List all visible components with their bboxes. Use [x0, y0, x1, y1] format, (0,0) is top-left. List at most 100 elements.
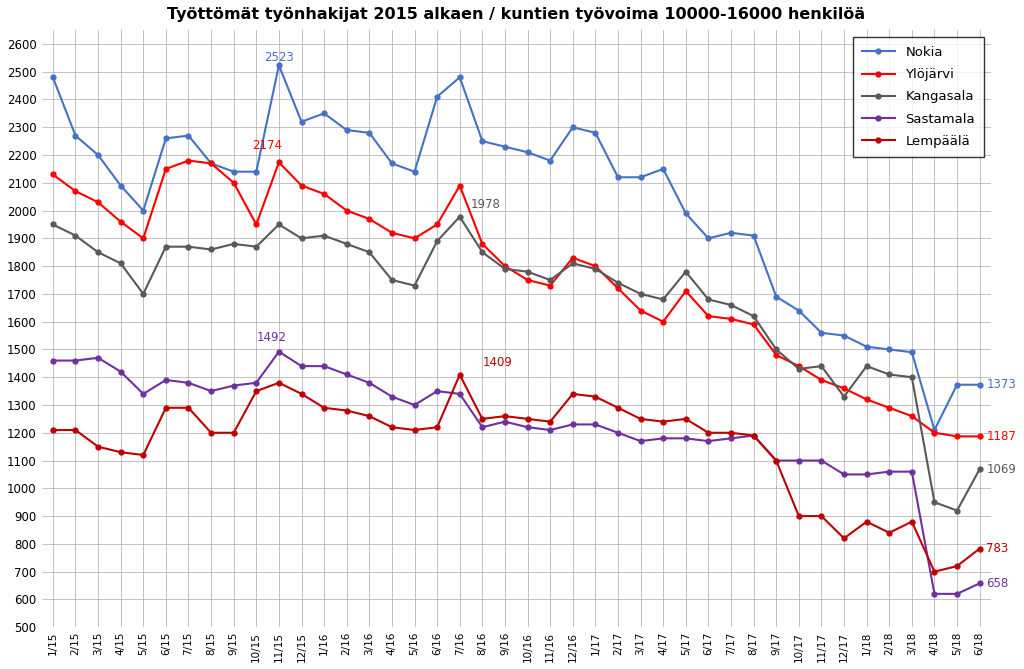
Ylöjärvi — [205, 159, 217, 167]
Sastamala — [160, 376, 172, 384]
Sastamala — [318, 362, 331, 370]
Lempäälä — [748, 432, 760, 440]
Nokia — [521, 149, 534, 157]
Ylöjärvi — [725, 315, 737, 323]
Kangasala — [386, 276, 398, 284]
Sastamala — [657, 434, 670, 442]
Ylöjärvi — [341, 207, 353, 215]
Sastamala — [544, 426, 556, 434]
Lempäälä — [160, 404, 172, 412]
Nokia — [725, 229, 737, 237]
Ylöjärvi — [680, 287, 692, 295]
Kangasala — [748, 312, 760, 320]
Ylöjärvi — [793, 362, 805, 370]
Sastamala — [611, 429, 624, 437]
Lempäälä — [770, 456, 782, 464]
Nokia — [115, 181, 127, 189]
Sastamala — [115, 368, 127, 376]
Nokia — [544, 157, 556, 165]
Ylöjärvi — [905, 412, 918, 420]
Sastamala — [883, 468, 895, 476]
Lempäälä — [883, 529, 895, 537]
Kangasala — [883, 371, 895, 379]
Kangasala — [47, 221, 59, 229]
Text: 1492: 1492 — [257, 331, 287, 344]
Lempäälä — [793, 512, 805, 520]
Sastamala — [272, 348, 285, 356]
Nokia — [160, 134, 172, 142]
Lempäälä — [250, 387, 262, 395]
Nokia — [409, 168, 421, 176]
Kangasala — [860, 362, 872, 370]
Kangasala — [521, 268, 534, 276]
Line: Nokia: Nokia — [50, 63, 982, 432]
Kangasala — [92, 248, 104, 256]
Nokia — [860, 343, 872, 351]
Nokia — [974, 381, 986, 389]
Kangasala — [182, 243, 195, 251]
Ylöjärvi — [318, 190, 331, 198]
Lempäälä — [521, 415, 534, 423]
Ylöjärvi — [815, 376, 827, 384]
Kangasala — [951, 506, 964, 514]
Lempäälä — [680, 415, 692, 423]
Sastamala — [748, 432, 760, 440]
Ylöjärvi — [409, 234, 421, 242]
Ylöjärvi — [544, 282, 556, 290]
Lempäälä — [725, 429, 737, 437]
Text: 1409: 1409 — [482, 356, 512, 369]
Nokia — [566, 123, 579, 131]
Kangasala — [702, 296, 715, 304]
Sastamala — [386, 393, 398, 401]
Sastamala — [182, 379, 195, 387]
Sastamala — [793, 456, 805, 464]
Kangasala — [295, 234, 307, 242]
Ylöjärvi — [92, 198, 104, 206]
Sastamala — [589, 420, 601, 428]
Ylöjärvi — [476, 240, 488, 248]
Lempäälä — [386, 423, 398, 432]
Nokia — [386, 159, 398, 167]
Nokia — [680, 209, 692, 217]
Ylöjärvi — [566, 254, 579, 262]
Ylöjärvi — [47, 171, 59, 179]
Nokia — [476, 137, 488, 145]
Sastamala — [205, 387, 217, 395]
Lempäälä — [476, 415, 488, 423]
Kangasala — [70, 231, 82, 240]
Nokia — [815, 328, 827, 337]
Sastamala — [476, 423, 488, 432]
Ylöjärvi — [386, 229, 398, 237]
Lempäälä — [92, 443, 104, 451]
Lempäälä — [295, 390, 307, 398]
Lempäälä — [182, 404, 195, 412]
Ylöjärvi — [657, 318, 670, 326]
Kangasala — [499, 265, 511, 273]
Nokia — [589, 129, 601, 137]
Lempäälä — [431, 423, 443, 432]
Sastamala — [137, 390, 150, 398]
Lempäälä — [544, 417, 556, 425]
Kangasala — [250, 243, 262, 251]
Sastamala — [770, 456, 782, 464]
Nokia — [431, 93, 443, 101]
Sastamala — [47, 357, 59, 365]
Sastamala — [409, 401, 421, 409]
Sastamala — [974, 579, 986, 587]
Lempäälä — [499, 412, 511, 420]
Ylöjärvi — [137, 234, 150, 242]
Sastamala — [341, 371, 353, 379]
Sastamala — [680, 434, 692, 442]
Text: 783: 783 — [986, 542, 1009, 555]
Lempäälä — [341, 407, 353, 415]
Kangasala — [431, 237, 443, 245]
Ylöjärvi — [272, 159, 285, 167]
Nokia — [499, 142, 511, 151]
Lempäälä — [702, 429, 715, 437]
Sastamala — [566, 420, 579, 428]
Nokia — [295, 118, 307, 126]
Lempäälä — [364, 412, 376, 420]
Sastamala — [929, 590, 941, 598]
Ylöjärvi — [364, 215, 376, 223]
Sastamala — [905, 468, 918, 476]
